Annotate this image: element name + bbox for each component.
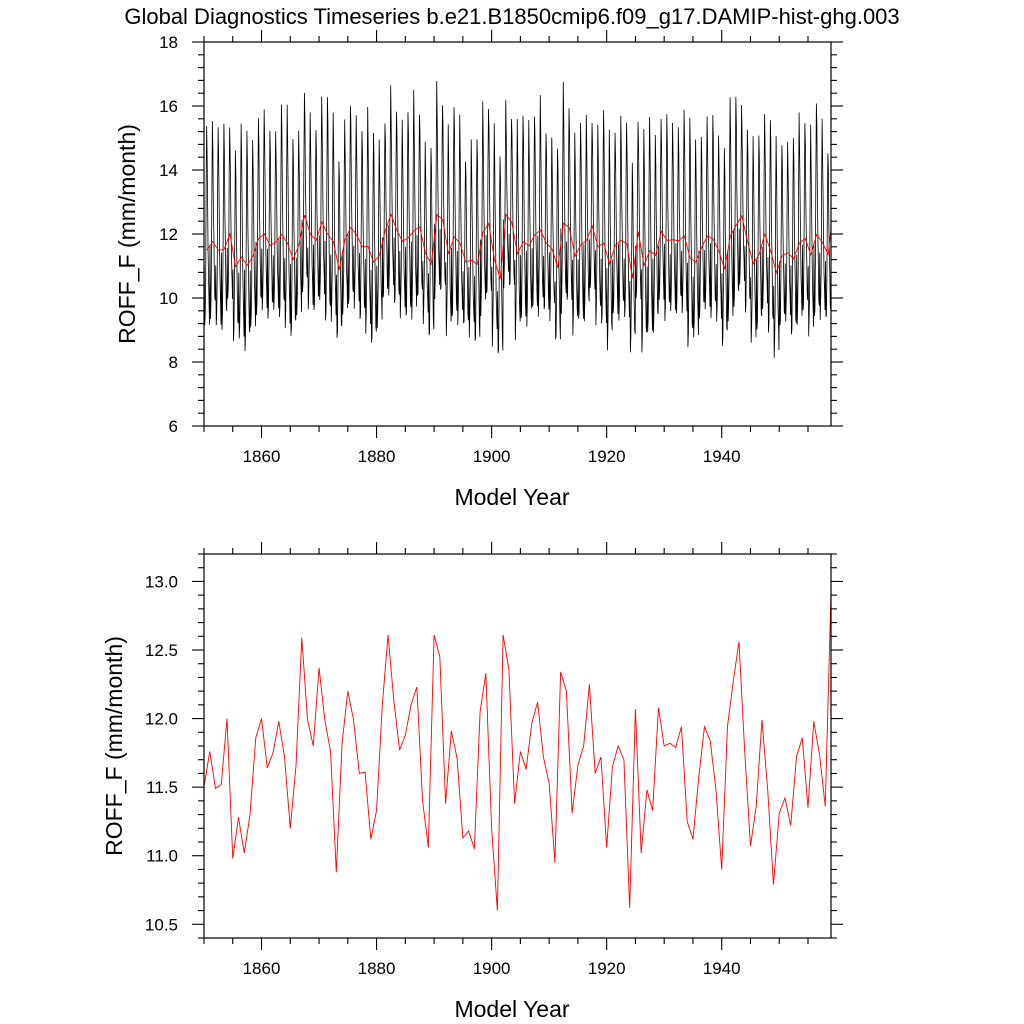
top-y-axis-label: ROFF_F (mm/month) — [114, 124, 140, 344]
top-x-tick-label: 1920 — [588, 447, 626, 466]
bottom-x-tick-label: 1920 — [588, 959, 626, 978]
top-x-tick-label: 1860 — [243, 447, 281, 466]
bottom-y-tick-label: 12.0 — [145, 710, 178, 729]
top-x-axis-label: Model Year — [454, 484, 569, 510]
top-y-tick-label: 14 — [159, 161, 178, 180]
bottom-y-tick-label: 12.5 — [145, 641, 178, 660]
top-y-tick-label: 6 — [169, 417, 178, 436]
annual-mean-series-line — [206, 213, 831, 279]
top-panel: 1860 1880 1900 1920 1940 6 8 10 12 14 16 18 Model Y… — [114, 30, 843, 510]
bottom-panel: 1860 1880 1900 1920 1940 10.5 11.0 11.5 12.0 12.5… — [101, 542, 843, 1022]
top-y-tick-label: 8 — [169, 353, 178, 372]
bottom-frame — [203, 553, 832, 939]
annual-mean-series-line — [204, 592, 831, 911]
bottom-x-tick-label: 1860 — [243, 959, 281, 978]
bottom-y-tick-label: 10.5 — [145, 915, 178, 934]
bottom-x-tick-label: 1900 — [473, 959, 511, 978]
bottom-y-tick-label: 13.0 — [145, 572, 178, 591]
top-axis-ticks: 1860 1880 1900 1920 1940 6 8 10 12 14 16 18 — [159, 30, 843, 466]
top-y-tick-label: 18 — [159, 33, 178, 52]
top-y-tick-label: 12 — [159, 225, 178, 244]
bottom-plot-area — [204, 592, 831, 911]
bottom-y-tick-label: 11.5 — [146, 778, 178, 797]
bottom-y-tick-label: 11.0 — [146, 847, 178, 866]
top-plot-area — [204, 81, 831, 358]
bottom-x-tick-label: 1880 — [358, 959, 396, 978]
bottom-x-tick-label: 1940 — [703, 959, 741, 978]
top-y-tick-label: 10 — [159, 289, 178, 308]
top-x-tick-label: 1940 — [703, 447, 741, 466]
bottom-x-axis-label: Model Year — [454, 996, 569, 1022]
top-y-tick-label: 16 — [159, 97, 178, 116]
monthly-series-line — [204, 81, 831, 358]
bottom-axis-ticks: 1860 1880 1900 1920 1940 10.5 11.0 11.5 12.0 12.5… — [145, 542, 843, 978]
top-x-tick-label: 1900 — [473, 447, 511, 466]
bottom-y-axis-label: ROFF_F (mm/month) — [101, 636, 127, 856]
top-x-tick-label: 1880 — [358, 447, 396, 466]
chart-title: Global Diagnostics Timeseries b.e21.B185… — [124, 4, 899, 29]
